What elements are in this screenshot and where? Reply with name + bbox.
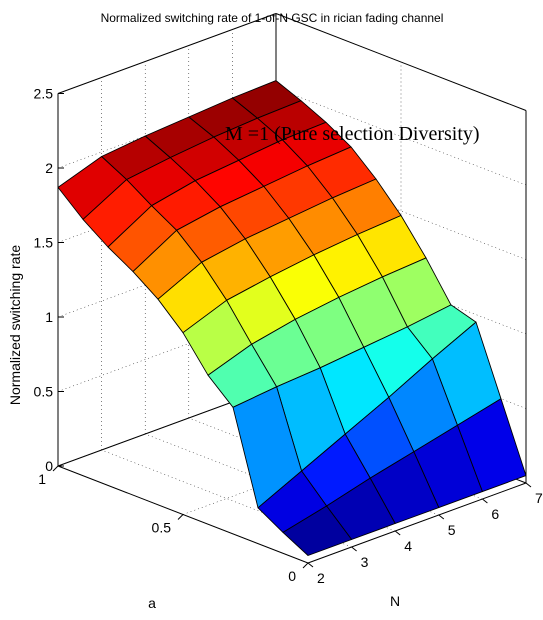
annotation-text: M =1 (Pure selection Diversity) xyxy=(225,123,480,145)
grid-line xyxy=(275,236,527,335)
y-axis-label: a xyxy=(148,595,156,611)
axis-line xyxy=(57,13,277,94)
x-tick-mark xyxy=(438,514,445,520)
x-tick-mark xyxy=(482,498,488,504)
surface-plot xyxy=(57,80,527,556)
x-tick-label: 6 xyxy=(491,506,499,522)
y-tick-mark xyxy=(177,514,184,520)
x-tick-mark xyxy=(394,530,401,536)
y-tick-mark xyxy=(302,562,309,569)
y-tick-label: 0 xyxy=(288,568,296,584)
z-tick-label: 2.5 xyxy=(34,86,54,102)
x-tick-mark xyxy=(525,482,532,488)
grid-line xyxy=(57,311,277,392)
grid-line xyxy=(275,87,527,186)
z-tick-label: 1 xyxy=(45,309,53,325)
z-tick-label: 1.5 xyxy=(34,235,54,251)
axis-line xyxy=(275,13,527,111)
x-tick-label: 5 xyxy=(448,522,456,538)
tick-labels: 0 0.5 1 1.5 2 2.5 2 3 4 5 6 7 0 0.5 1 xyxy=(34,86,543,587)
y-tick-label: 1 xyxy=(38,471,46,487)
x-tick-mark xyxy=(351,546,357,552)
x-tick-label: 3 xyxy=(361,554,369,570)
z-tick-label: 0.5 xyxy=(34,384,54,400)
x-tick-label: 2 xyxy=(317,570,325,586)
grid-line xyxy=(275,162,527,260)
z-tick-label: 2 xyxy=(45,160,53,176)
z-tick-label: 0 xyxy=(45,458,53,474)
axis-line xyxy=(307,482,527,564)
surface-patch xyxy=(282,505,353,556)
y-tick-mark xyxy=(52,465,59,472)
z-axis-label: Normalized switching rate xyxy=(7,245,23,405)
y-tick-label: 0.5 xyxy=(152,520,172,536)
x-tick-label: 7 xyxy=(535,490,543,506)
x-tick-label: 4 xyxy=(404,538,412,554)
x-axis-label: N xyxy=(390,593,400,609)
chart-title: Normalized switching rate of 1-of-N GSC … xyxy=(101,11,444,25)
x-tick-mark xyxy=(307,562,314,568)
